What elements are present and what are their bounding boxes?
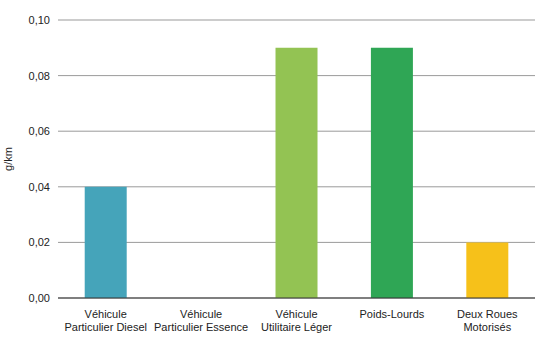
svg-text:0,00: 0,00 xyxy=(29,292,50,304)
svg-text:Deux RouesMotorisés: Deux RouesMotorisés xyxy=(457,308,518,333)
svg-text:0,08: 0,08 xyxy=(29,70,50,82)
svg-text:0,10: 0,10 xyxy=(29,14,50,26)
svg-text:g/km: g/km xyxy=(8,147,14,171)
svg-text:0,06: 0,06 xyxy=(29,125,50,137)
svg-text:Poids-Lourds: Poids-Lourds xyxy=(359,308,424,320)
svg-text:VéhiculeUtilitaire Léger: VéhiculeUtilitaire Léger xyxy=(261,308,332,333)
svg-text:0,02: 0,02 xyxy=(29,236,50,248)
svg-text:VéhiculeParticulier Diesel: VéhiculeParticulier Diesel xyxy=(64,308,147,333)
svg-text:VéhiculeParticulier Essence: VéhiculeParticulier Essence xyxy=(154,308,248,333)
svg-text:0,04: 0,04 xyxy=(29,181,50,193)
